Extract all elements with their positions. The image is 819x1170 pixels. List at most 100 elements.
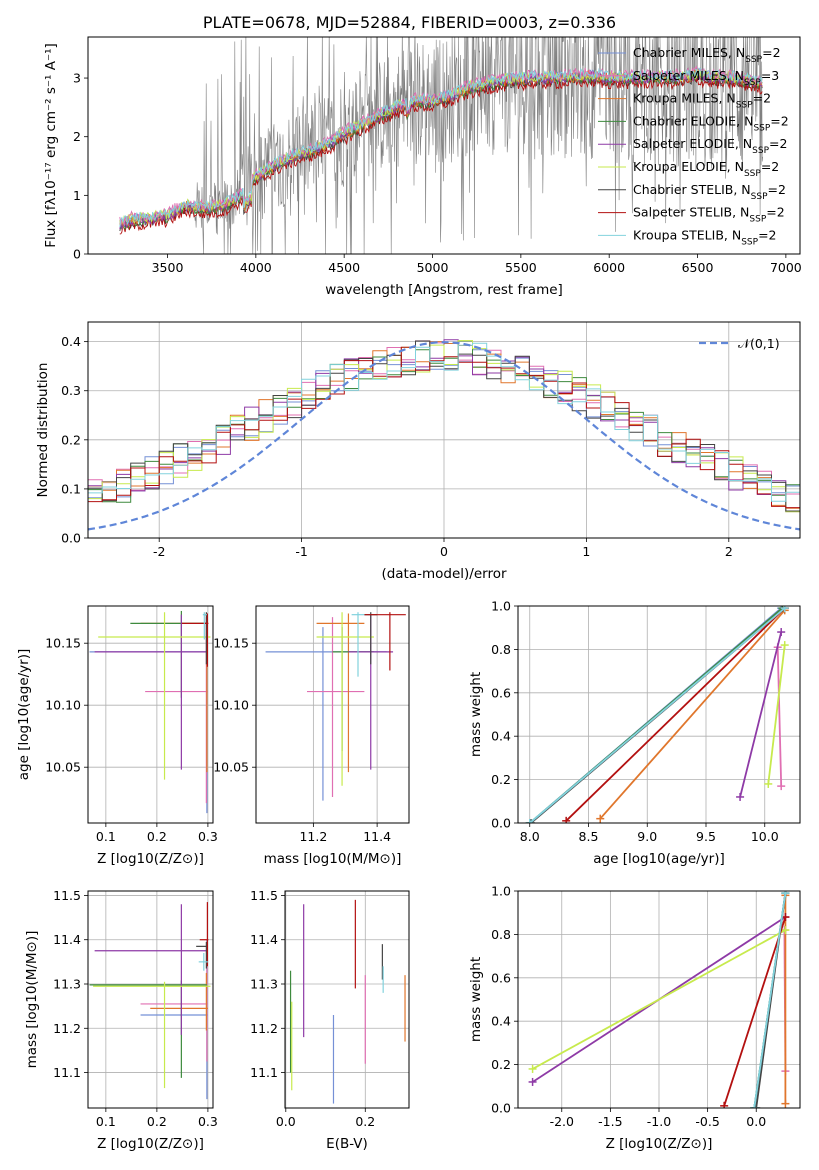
chart-title: PLATE=0678, MJD=52884, FIBERID=0003, z=0… <box>203 13 616 32</box>
plot-area <box>89 902 211 1100</box>
normal-curve <box>88 341 800 531</box>
y-tick-label: 10.05 <box>213 760 249 775</box>
x-tick-label: 4000 <box>240 260 272 275</box>
y-axis-label: Flux [fλ10⁻¹⁷ erg cm⁻² s⁻¹ A⁻¹] <box>43 43 59 248</box>
x-tick-label: 5000 <box>417 260 449 275</box>
y-tick-label: 11.2 <box>53 1021 81 1036</box>
axes-frame <box>87 890 214 1109</box>
x-tick-label: 0.0 <box>276 1114 296 1129</box>
legend-subscript: SSP <box>744 78 761 88</box>
y-tick-label: 0.6 <box>491 970 511 985</box>
x-tick-label: -1 <box>295 544 307 559</box>
x-tick-label: 6500 <box>682 260 714 275</box>
legend-subscript: SSP <box>752 146 769 156</box>
x-tick-label: 6000 <box>593 260 625 275</box>
x-tick-label: 0.2 <box>147 1114 167 1129</box>
y-tick-label: 11.2 <box>250 1021 278 1036</box>
x-tick-label: 0.1 <box>96 1114 116 1129</box>
x-tick-label: 2 <box>725 544 733 559</box>
weight-line <box>776 647 783 787</box>
plot-area <box>88 339 800 531</box>
y-axis-label: mass [log10(M/M⊙)] <box>24 931 40 1069</box>
legend-nssp-value: =2 <box>768 182 786 197</box>
y-tick-label: 11.1 <box>53 1065 81 1080</box>
x-tick-label: -2 <box>153 544 165 559</box>
legend-entry: 𝒩(0,1) <box>738 336 780 351</box>
y-tick-label: 3 <box>73 71 81 86</box>
y-tick-label: 10.10 <box>45 698 81 713</box>
x-tick-label: 4500 <box>328 260 360 275</box>
x-tick-label: 3500 <box>152 260 184 275</box>
plot-area <box>119 37 763 254</box>
x-axis-label: Z [log10(Z/Z⊙)] <box>606 1136 713 1152</box>
x-tick-label: 0.1 <box>96 829 116 844</box>
y-axis-label: age [log10(age/yr)] <box>16 649 32 781</box>
plot-area <box>89 610 211 814</box>
plot-area <box>265 612 406 801</box>
weight-line <box>532 929 786 1070</box>
y-tick-label: 0.0 <box>491 816 511 831</box>
x-tick-label: 0 <box>440 544 448 559</box>
panel-3: 11.2 11.4 10.05 10.10 10.15 mass [log10(M/M⊙)… <box>213 605 410 867</box>
x-axis-label: wavelength [Angstrom, rest frame] <box>325 282 563 298</box>
y-tick-label: 10.15 <box>213 636 249 651</box>
legend-entry: Chabrier ELODIE, NSSP=2 <box>633 113 789 133</box>
y-tick-label: 11.3 <box>250 977 278 992</box>
weight-line <box>753 893 787 1108</box>
y-axis-label: mass weight <box>468 672 484 757</box>
plot-area <box>289 899 406 1104</box>
axes-frame <box>517 605 801 824</box>
panel-2: 0.1 0.2 0.3 10.05 10.10 10.15 Z [log10(Z/Z⊙)] a… <box>16 605 218 867</box>
y-axis-label: mass weight <box>468 957 484 1042</box>
y-tick-label: 0.0 <box>61 531 81 546</box>
x-tick-label: -2.0 <box>550 1114 574 1129</box>
x-tick-label: 11.2 <box>299 829 327 844</box>
legend-subscript: SSP <box>749 215 766 225</box>
y-tick-label: 11.5 <box>250 888 278 903</box>
x-tick-label: 7000 <box>770 260 802 275</box>
y-tick-label: 0 <box>73 247 81 262</box>
legend-nssp-value: =2 <box>762 45 780 60</box>
weight-line <box>767 644 786 785</box>
y-axis-label: Normed distribution <box>35 363 51 498</box>
y-tick-label: 0.2 <box>491 772 511 787</box>
plot-area <box>528 891 790 1108</box>
legend-entry: Salpeter STELIB, NSSP=2 <box>633 205 785 225</box>
y-tick-label: 0.3 <box>61 383 81 398</box>
y-tick-label: 11.3 <box>53 977 81 992</box>
panel-4: 8.0 8.5 9.0 9.5 10.0 0.0 0.2 0.4 0.6 0.8 1.0 age [l… <box>468 599 801 867</box>
axes-frame <box>284 890 410 1109</box>
legend-entry: Chabrier STELIB, NSSP=2 <box>633 182 786 202</box>
legend-subscript: SSP <box>751 192 768 202</box>
x-tick-label: 0.3 <box>198 1114 218 1129</box>
y-tick-label: 11.1 <box>250 1065 278 1080</box>
x-tick-label: 0.2 <box>355 1114 375 1129</box>
legend-nssp-value: =3 <box>761 68 779 83</box>
legend-subscript: SSP <box>736 101 753 111</box>
y-tick-label: 11.4 <box>250 932 278 947</box>
axes-frame <box>87 605 214 824</box>
x-tick-label: 10.0 <box>751 829 779 844</box>
y-tick-label: 0.8 <box>491 927 511 942</box>
x-tick-label: -1.0 <box>647 1114 671 1129</box>
legend-nssp-value: =2 <box>758 227 776 242</box>
panel-1: -2 -1 0 1 2 0.0 0.1 0.2 0.3 0.4 (data-model)/error… <box>35 321 801 582</box>
x-axis-label: Z [log10(Z/Z⊙)] <box>97 851 204 867</box>
y-tick-label: 11.5 <box>53 888 81 903</box>
y-tick-label: 10.15 <box>45 636 81 651</box>
y-tick-label: 0.4 <box>491 1014 511 1029</box>
model-spectrum-line <box>119 70 763 230</box>
legend-nssp-value: =2 <box>766 205 784 220</box>
y-tick-label: 1 <box>73 188 81 203</box>
x-tick-label: 8.5 <box>579 829 599 844</box>
legend-nssp-value: =2 <box>769 136 787 151</box>
x-tick-label: 9.0 <box>637 829 657 844</box>
residual-histogram <box>88 346 800 509</box>
legend-subscript: SSP <box>753 123 770 133</box>
legend-subscript: SSP <box>744 169 761 179</box>
legend-entry: Kroupa STELIB, NSSP=2 <box>633 227 777 247</box>
y-tick-label: 10.05 <box>45 760 81 775</box>
y-tick-label: 0.1 <box>61 481 81 496</box>
model-spectrum-line <box>119 65 763 226</box>
